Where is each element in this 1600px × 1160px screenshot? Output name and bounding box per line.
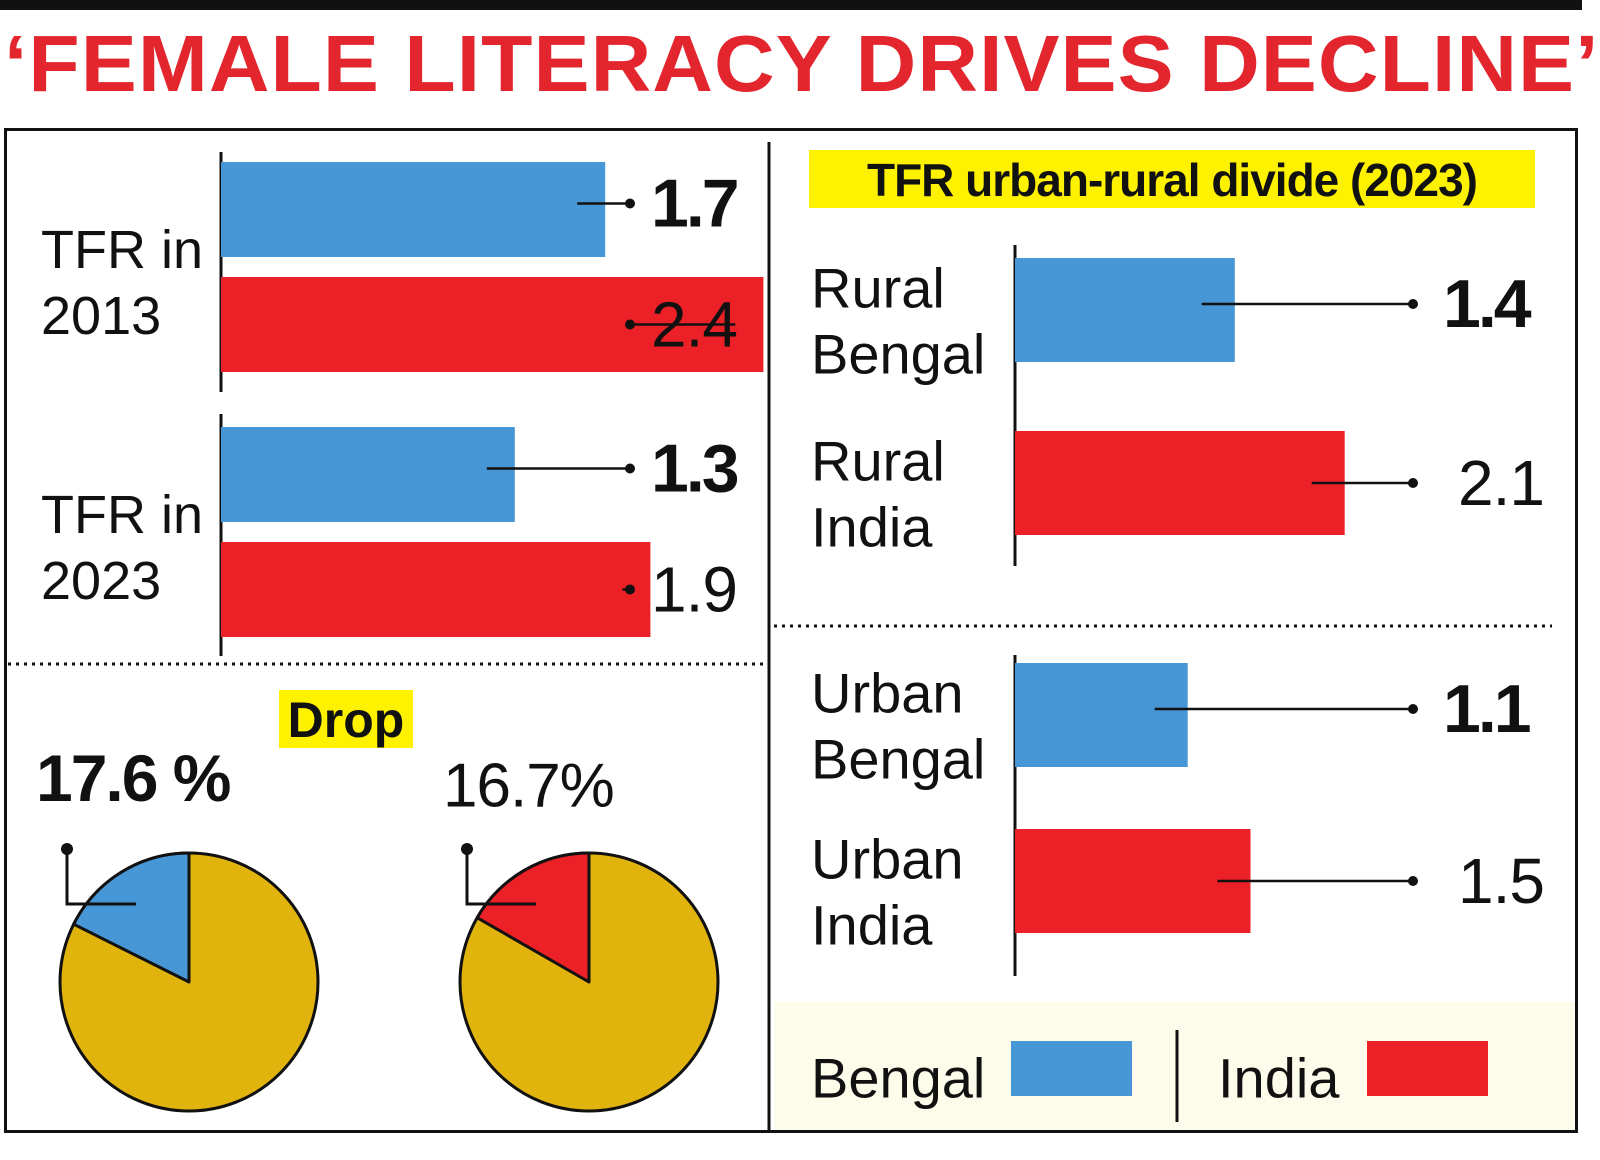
top-rule — [0, 0, 1582, 10]
pie-slice-bengal — [72, 851, 191, 984]
pie-leader-line — [65, 849, 136, 906]
bar-india — [1015, 829, 1251, 933]
infographic-frame — [4, 128, 1578, 1133]
bar-value-label: 1.9 — [651, 554, 737, 626]
bar-value-label: 1.7 — [651, 166, 737, 242]
pie-title: Drop — [288, 692, 405, 748]
bar-bengal — [221, 427, 515, 522]
chart-title-highlight — [809, 150, 1535, 208]
legend-swatch-bengal — [1011, 1041, 1132, 1096]
bar-category-label: Bengal — [811, 323, 985, 386]
bar-value-label: 1.1 — [1443, 671, 1530, 747]
group-label: 2013 — [41, 286, 161, 346]
chart-title: TFR urban-rural divide (2023) — [867, 154, 1477, 206]
leader-dot — [1408, 704, 1418, 714]
group-label: TFR in — [41, 485, 203, 545]
pie-leader-dot — [61, 843, 73, 855]
leader-dot — [625, 584, 635, 595]
bar-category-label: India — [811, 894, 933, 957]
pie-value-label: 17.6 % — [36, 741, 230, 815]
leader-dot — [1408, 478, 1418, 488]
bar-value-label: 2.4 — [651, 289, 737, 361]
pie-leader-dot — [461, 843, 473, 855]
bar-india — [1015, 431, 1345, 535]
legend-swatch-india — [1367, 1041, 1488, 1096]
leader-dot — [1408, 876, 1418, 886]
leader-dot — [625, 319, 635, 330]
bar-value-label: 1.3 — [651, 431, 738, 507]
bar-value-label: 1.4 — [1443, 266, 1532, 342]
headline: ‘FEMALE LITERACY DRIVES DECLINE’ — [4, 19, 1600, 108]
leader-dot — [1408, 299, 1418, 309]
bar-value-label: 1.5 — [1458, 845, 1544, 917]
bar-india — [221, 542, 651, 637]
legend-label: Bengal — [811, 1047, 985, 1110]
pie-value-label: 16.7% — [443, 752, 614, 821]
bar-category-label: Urban — [811, 828, 964, 891]
pie-title-highlight — [279, 690, 413, 748]
leader-dot — [625, 198, 635, 209]
group-label: 2023 — [41, 551, 161, 611]
bar-category-label: Rural — [811, 430, 945, 493]
pie-leader-line — [465, 849, 536, 906]
bar-category-label: India — [811, 496, 933, 559]
bar-category-label: Urban — [811, 662, 964, 725]
bar-bengal — [221, 162, 606, 257]
bar-value-label: 2.1 — [1458, 447, 1544, 519]
bar-category-label: Rural — [811, 257, 945, 320]
bar-bengal — [1015, 258, 1235, 362]
group-label: TFR in — [41, 220, 203, 280]
leader-dot — [625, 463, 635, 474]
bar-bengal — [1015, 663, 1188, 767]
bar-category-label: Bengal — [811, 728, 985, 791]
legend-label: India — [1218, 1047, 1340, 1110]
pie-slice-india — [475, 851, 591, 984]
